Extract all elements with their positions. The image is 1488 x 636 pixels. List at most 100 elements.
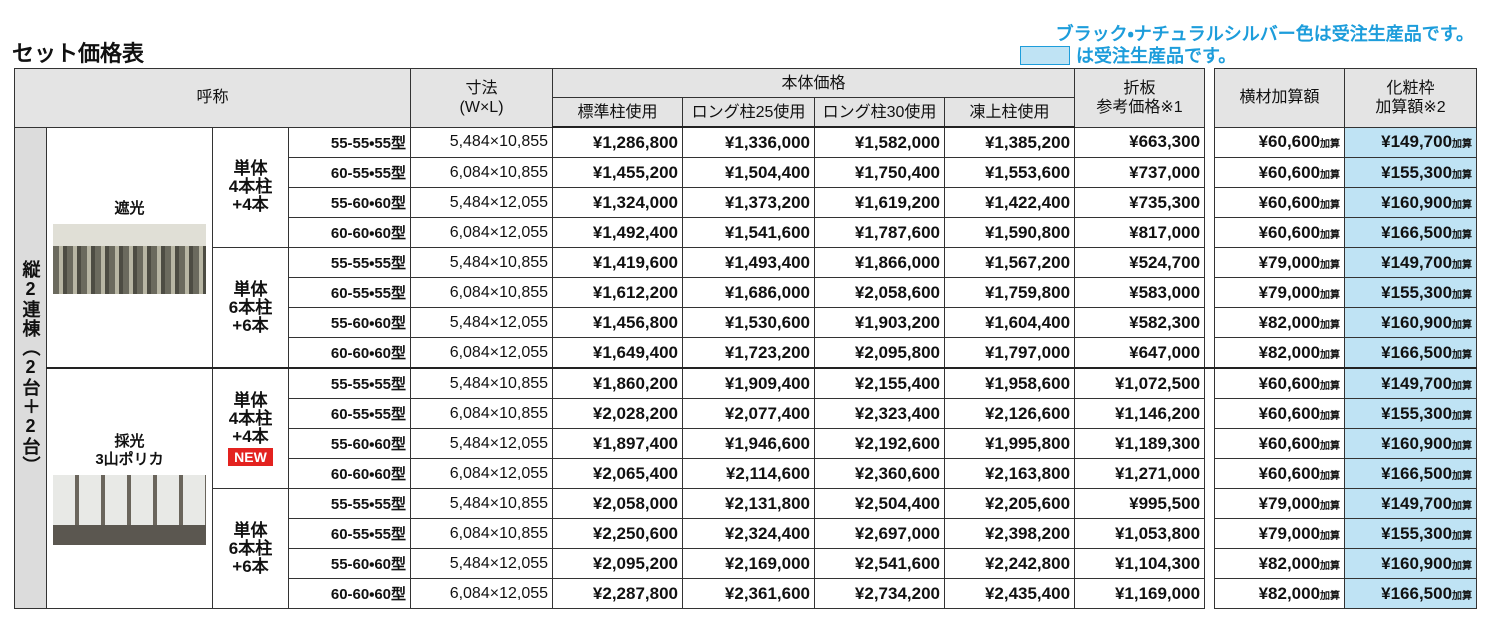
- amount: ¥79,000: [1258, 493, 1321, 513]
- amount: ¥149,700: [1381, 132, 1453, 152]
- price: ¥582,300: [1074, 307, 1206, 338]
- gap: [1204, 518, 1216, 549]
- add-suffix: 加算: [1320, 530, 1341, 542]
- config-label: 単体: [233, 279, 268, 299]
- amount: ¥155,300: [1381, 523, 1453, 543]
- price: ¥583,000: [1074, 277, 1206, 308]
- gap: [1204, 157, 1216, 188]
- amount: ¥60,600: [1258, 222, 1321, 242]
- add-suffix: 加算: [1320, 229, 1341, 241]
- gap: [1204, 428, 1216, 459]
- size: 5,484×12,055: [410, 187, 554, 218]
- config-label: 4本柱: [228, 177, 273, 197]
- table-row: 60-55・55型 6,084×10,855 ¥2,250,600 ¥2,324,40…: [15, 518, 1478, 549]
- price: ¥995,500: [1074, 488, 1206, 519]
- cross-price: ¥79,000加算: [1214, 518, 1346, 549]
- frame-price: ¥149,700加算: [1344, 126, 1478, 158]
- size: 6,084×12,055: [410, 217, 554, 248]
- amount: ¥155,300: [1381, 162, 1453, 182]
- price: ¥2,065,400: [552, 458, 684, 489]
- header-text: 化粧枠: [1386, 79, 1435, 97]
- amount: ¥160,900: [1381, 553, 1453, 573]
- table-row: 55-60・60型 5,484×12,055 ¥1,324,000 ¥1,373,20…: [15, 187, 1478, 218]
- table-row: 60-60・60型 6,084×12,055 ¥1,649,400 ¥1,723,20…: [15, 337, 1478, 369]
- price: ¥1,649,400: [552, 337, 684, 369]
- add-suffix: 加算: [1320, 470, 1341, 482]
- table-row: 60-60・60型 6,084×12,055 ¥2,287,800 ¥2,361,60…: [15, 578, 1478, 609]
- table-row: 採光 3山ポリカ 単体 4本柱 +4本 NEW 55-55・55型 5,484×10,855 ¥…: [15, 367, 1478, 609]
- price: ¥2,398,200: [944, 518, 1076, 549]
- amount: ¥160,900: [1381, 192, 1453, 212]
- gap: [1204, 458, 1216, 489]
- price-table: 呼称 寸法 (W×L) 本体価格 折板 参考価格※1 横材加算額 化粧枠 加算額※2 …: [13, 68, 1478, 609]
- add-suffix: 加算: [1320, 380, 1341, 392]
- size: 6,084×10,855: [410, 518, 554, 549]
- add-suffix: 加算: [1320, 410, 1341, 422]
- price: ¥1,860,200: [552, 367, 684, 399]
- config-cell: 単体 4本柱 +4本: [212, 126, 289, 248]
- header-cell: 横材加算額: [1214, 68, 1346, 128]
- add-suffix: 加算: [1320, 169, 1341, 181]
- price: ¥2,541,600: [814, 548, 946, 579]
- amount: ¥155,300: [1381, 403, 1453, 423]
- header-cell: 本体価格: [552, 68, 1076, 98]
- frame-price: ¥155,300加算: [1344, 518, 1478, 549]
- price: ¥2,095,800: [814, 337, 946, 369]
- price: ¥1,909,400: [682, 367, 816, 399]
- add-suffix: 加算: [1452, 380, 1473, 392]
- amount: ¥166,500: [1381, 583, 1453, 603]
- cross-price: ¥82,000加算: [1214, 548, 1346, 579]
- amount: ¥79,000: [1258, 523, 1321, 543]
- price: ¥1,759,800: [944, 277, 1076, 308]
- add-suffix: 加算: [1452, 169, 1473, 181]
- gap: [1204, 367, 1216, 399]
- header-cell: ロング柱25使用: [682, 97, 816, 128]
- cross-price: ¥79,000加算: [1214, 277, 1346, 308]
- add-suffix: 加算: [1452, 199, 1473, 211]
- size: 5,484×10,855: [410, 126, 554, 158]
- price: ¥1,866,000: [814, 247, 946, 278]
- table-row: 縦2連棟（2台＋2台） 遮光 単体 4本柱 +4本 55-55・55型 5,484×10,8…: [14, 126, 1478, 609]
- config-label: +6本: [232, 315, 269, 335]
- config-label: 4本柱: [228, 408, 273, 428]
- price: ¥1,604,400: [944, 307, 1076, 338]
- amount: ¥79,000: [1258, 282, 1321, 302]
- price: ¥1,072,500: [1074, 367, 1206, 399]
- size: 6,084×12,055: [410, 578, 554, 609]
- header-cell: 標準柱使用: [552, 97, 684, 128]
- price: ¥817,000: [1074, 217, 1206, 248]
- gap: [1204, 68, 1216, 127]
- amount: ¥160,900: [1381, 433, 1453, 453]
- model: 60-60・60型: [287, 458, 412, 489]
- size: 5,484×12,055: [410, 428, 554, 459]
- add-suffix: 加算: [1452, 500, 1473, 512]
- model: 60-55・55型: [287, 277, 412, 308]
- config-label: 6本柱: [228, 297, 273, 317]
- table-row: 60-55・55型 6,084×10,855 ¥2,028,200 ¥2,077,40…: [15, 398, 1478, 429]
- add-suffix: 加算: [1320, 349, 1341, 361]
- price: ¥1,946,600: [682, 428, 816, 459]
- config-label: 6本柱: [228, 538, 273, 558]
- frame-price: ¥166,500加算: [1344, 337, 1478, 369]
- add-suffix: 加算: [1452, 259, 1473, 271]
- price: ¥735,300: [1074, 187, 1206, 218]
- add-suffix: 加算: [1452, 349, 1473, 361]
- price: ¥1,493,400: [682, 247, 816, 278]
- amount: ¥155,300: [1381, 282, 1453, 302]
- note: は受注生産品です。: [1076, 46, 1237, 66]
- cross-price: ¥60,600加算: [1214, 428, 1346, 459]
- model: 60-55・55型: [287, 398, 412, 429]
- gap: [1204, 127, 1216, 158]
- price: ¥1,903,200: [814, 307, 946, 338]
- price: ¥1,336,000: [682, 126, 816, 158]
- color-swatch: [1020, 45, 1070, 65]
- price: ¥2,250,600: [552, 518, 684, 549]
- header-text: 折板: [1123, 79, 1156, 97]
- amount: ¥149,700: [1381, 493, 1453, 513]
- model: 55-55・55型: [287, 488, 412, 519]
- config-label: 単体: [233, 159, 268, 179]
- gap: [1204, 398, 1216, 429]
- cross-price: ¥60,600加算: [1214, 157, 1346, 188]
- price: ¥663,300: [1074, 126, 1206, 158]
